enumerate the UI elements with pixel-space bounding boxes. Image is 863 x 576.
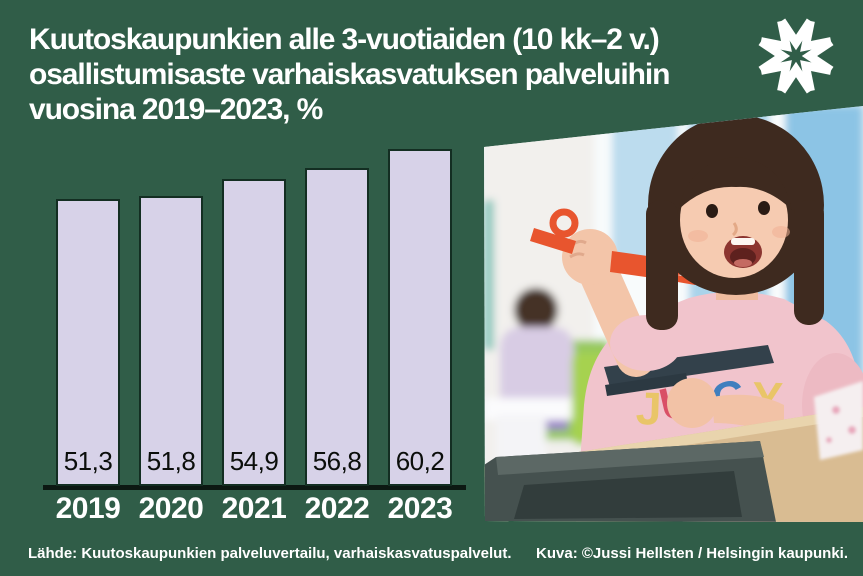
source-text: Lähde: Kuutoskaupunkien palveluvertailu,…: [28, 545, 512, 562]
bangs: [678, 157, 792, 210]
bar: 56,8: [305, 168, 369, 486]
credit-text: Kuva: ©Jussi Hellsten / Helsingin kaupun…: [536, 545, 848, 562]
bar-value-label: 51,3: [63, 446, 113, 476]
bar-chart: 51,3 2019 51,8 2020 54,9 2021 56,8 2022 60,2 2023: [43, 149, 466, 525]
open-mouth: [724, 236, 762, 268]
eye-left: [706, 204, 718, 218]
photo-illustration: JUICY: [484, 106, 863, 522]
x-axis-tick-label: 2021: [221, 492, 287, 525]
eye-right: [758, 201, 770, 215]
dark-tray: [604, 345, 774, 387]
title-line-2: osallistumisaste varhaiskasvatuksen palv…: [29, 58, 670, 91]
x-axis-line: [43, 485, 466, 490]
bar: 51,3: [56, 199, 120, 486]
x-axis-tick-label: 2019: [55, 492, 121, 525]
x-axis-tick-label: 2022: [304, 492, 370, 525]
photo-panel: JUICY: [484, 106, 863, 522]
gray-bin: [484, 441, 776, 522]
bar-value-label: 51,8: [146, 446, 196, 476]
left-hand: [667, 378, 717, 428]
bar: 60,2: [388, 149, 452, 486]
bar: 54,9: [222, 179, 286, 486]
cloth: [814, 381, 863, 460]
x-axis-tick-label: 2023: [387, 492, 453, 525]
foreground-table: [484, 381, 863, 522]
nose: [731, 222, 738, 237]
bar-value-label: 60,2: [395, 446, 445, 476]
title-line-3: vuosina 2019–2023, %: [29, 93, 323, 126]
title-line-1: Kuutoskaupunkien alle 3-vuotiaiden (10 k…: [29, 23, 660, 56]
bar-value-label: 54,9: [229, 446, 279, 476]
x-axis-tick-label: 2020: [138, 492, 204, 525]
page-title: Kuutoskaupunkien alle 3-vuotiaiden (10 k…: [29, 22, 670, 127]
bar: 51,8: [139, 196, 203, 486]
radial-chevron-star-logo-icon: [758, 18, 834, 94]
bar-value-label: 56,8: [312, 446, 362, 476]
